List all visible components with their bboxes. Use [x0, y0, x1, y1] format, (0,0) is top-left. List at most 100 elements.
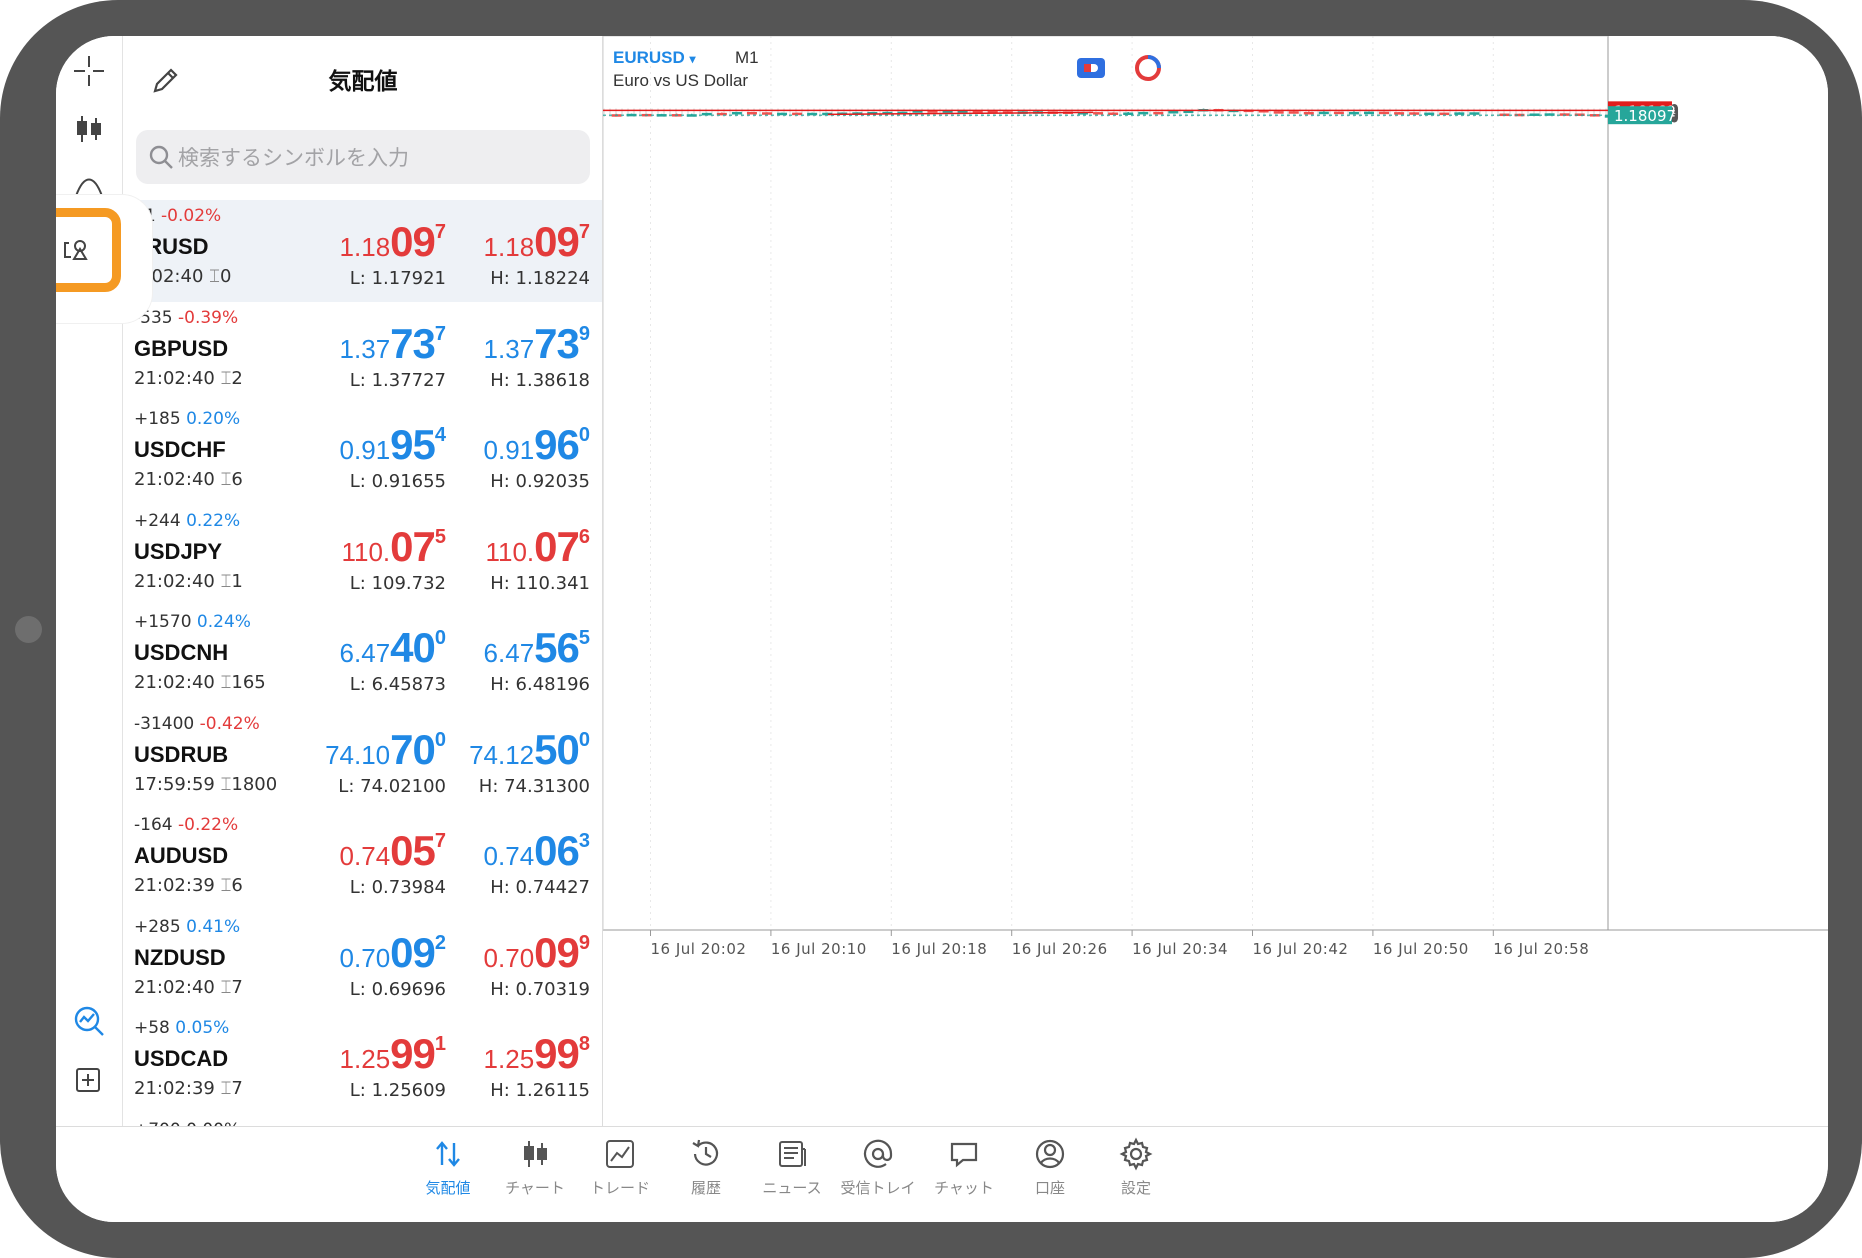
candle-body: [1544, 113, 1555, 116]
crosshair-icon[interactable]: [70, 52, 108, 90]
tab-account[interactable]: 口座: [1005, 1137, 1095, 1217]
ask-price[interactable]: 110.076: [485, 523, 590, 573]
bid-price-major: 6.47: [339, 638, 391, 668]
bid-price[interactable]: 6.47400: [340, 624, 446, 674]
ask-price-major: 1.25: [483, 1044, 535, 1074]
bid-price[interactable]: 110.075: [341, 523, 446, 573]
quote-low: L: 74.02100: [338, 775, 446, 797]
tab-chat[interactable]: チャット: [919, 1137, 1009, 1217]
bid-price[interactable]: 0.70092: [340, 929, 446, 979]
quote-row[interactable]: +185 0.20% USDCHF 21:02:40 ⌶6 0.91954 0.9196…: [124, 403, 602, 505]
candle-body: [1288, 111, 1299, 114]
bid-price-fraction: 7: [434, 830, 446, 852]
ask-price[interactable]: 0.91960: [484, 421, 590, 471]
bid-price-major: 1.18: [339, 232, 391, 262]
candle-body: [1379, 111, 1390, 115]
quote-high: H: 1.26115: [490, 1080, 590, 1101]
quote-row[interactable]: +285 0.41% NZDUSD 21:02:40 ⌶7 0.70092 0.7009…: [124, 911, 602, 1013]
candlestick-chart[interactable]: 1.181801.181701.181601.181501.181401.181…: [603, 36, 1828, 1126]
bar-chart-icon[interactable]: [70, 110, 108, 148]
ask-price-fraction: 9: [578, 322, 590, 345]
ask-price[interactable]: 0.70099: [484, 929, 590, 979]
quote-high: H: 1.38618: [490, 369, 590, 391]
bid-price[interactable]: 1.25991: [340, 1030, 446, 1080]
bid-price-major: 1.25: [339, 1044, 391, 1074]
quote-time-value: 21:02:39: [134, 1078, 221, 1099]
quote-row[interactable]: +244 0.22% USDJPY 21:02:40 ⌶1 110.075 110.07…: [124, 505, 602, 607]
bid-price[interactable]: 0.74057: [340, 827, 446, 877]
tab-label: 気配値: [425, 1179, 471, 1197]
candle-body: [1348, 111, 1359, 115]
quote-change-points: +244: [134, 510, 187, 531]
tab-news[interactable]: ニュース: [747, 1137, 837, 1217]
candle-body: [897, 111, 908, 115]
current-price-label: 1.18097: [1614, 107, 1676, 125]
bid-price-fraction: 0: [434, 728, 446, 751]
objects-icon[interactable]: [56, 208, 121, 292]
time-axis-label: 16 Jul 20:50: [1373, 940, 1469, 958]
quote-row[interactable]: +58 0.05% USDCAD 21:02:39 ⌶7 1.25991 1.25998…: [124, 1012, 602, 1114]
tab-settings[interactable]: 設定: [1091, 1137, 1181, 1217]
objects-button-highlight: [56, 195, 152, 323]
quote-change: +185 0.20%: [134, 409, 240, 429]
symbol-search[interactable]: [136, 130, 590, 186]
chat-icon: [950, 1142, 978, 1168]
quote-change-pct: 0.24%: [196, 612, 251, 632]
quote-row[interactable]: -535 -0.39% GBPUSD 21:02:40 ⌶2 1.37737 1.377…: [124, 302, 602, 404]
spread-icon: ⌶: [220, 672, 232, 693]
quote-time-value: 21:02:40: [134, 367, 221, 389]
time-axis-label: 16 Jul 20:42: [1253, 940, 1349, 958]
ask-price[interactable]: 74.12500: [469, 726, 590, 776]
quote-row[interactable]: -31400 -0.42% USDRUB 17:59:59 ⌶1800 74.1070…: [124, 708, 602, 810]
bid-price[interactable]: 0.91954: [340, 421, 446, 471]
signals-icon[interactable]: [70, 1002, 108, 1040]
ask-price[interactable]: 0.74063: [484, 827, 590, 877]
search-input[interactable]: [176, 130, 580, 186]
add-icon[interactable]: [70, 1060, 108, 1098]
quote-change: +58 0.05%: [134, 1018, 229, 1038]
candle-body: [927, 110, 938, 113]
candle-body: [1318, 111, 1329, 115]
quote-row[interactable]: -164 -0.22% AUDUSD 21:02:39 ⌶6 0.74057 0.740…: [124, 809, 602, 911]
bid-price[interactable]: 1.18097: [340, 218, 446, 268]
tab-quotes[interactable]: 気配値: [403, 1137, 493, 1217]
bid-price-pips: 70: [390, 725, 436, 773]
bid-price[interactable]: 1.37737: [340, 320, 446, 370]
ask-price[interactable]: 1.37739: [484, 320, 590, 370]
ask-price[interactable]: 6.47565: [484, 624, 590, 674]
indicator-icon[interactable]: [70, 168, 108, 206]
tab-history[interactable]: 履歴: [661, 1137, 751, 1217]
quote-symbol: USDJPY: [134, 538, 223, 564]
chart-timeframe[interactable]: M1: [735, 48, 759, 67]
candle-body: [972, 110, 983, 113]
event-icon-blue: [1077, 58, 1105, 78]
spread-icon: ⌶: [220, 1078, 232, 1099]
quote-spread: 165: [231, 672, 266, 693]
tab-mail-at[interactable]: 受信トレイ: [833, 1137, 923, 1217]
quote-change-points: -31400: [134, 713, 200, 734]
quote-change: +700 0.00%: [134, 1120, 240, 1127]
quote-row[interactable]: +1570 0.24% USDCNH 21:02:40 ⌶165 6.47400 6.4…: [124, 606, 602, 708]
tab-trade[interactable]: トレード: [575, 1137, 665, 1217]
trend-line: [827, 111, 1094, 116]
chart-symbol[interactable]: EURUSD ▾: [613, 48, 696, 68]
spread-icon: ⌶: [220, 773, 232, 795]
quote-change: -31400 -0.42%: [134, 714, 260, 734]
tab-chart-candles[interactable]: チャート: [490, 1137, 580, 1217]
candle-body: [1078, 112, 1089, 115]
quote-time-value: 21:02:40: [134, 570, 221, 592]
chart-area[interactable]: 1.181801.181701.181601.181501.181401.181…: [603, 36, 1828, 1126]
bid-price[interactable]: 74.10700: [325, 726, 446, 776]
ask-price[interactable]: 1.25998: [484, 1030, 590, 1080]
ask-price-pips: 56: [534, 624, 580, 671]
candle-body: [1123, 112, 1134, 116]
edit-pencil-icon[interactable]: [150, 64, 182, 96]
bid-price-fraction: 0: [434, 627, 446, 649]
time-axis-label: 16 Jul 20:58: [1493, 940, 1589, 958]
bid-price-major: 74.10: [325, 739, 391, 770]
candle-body: [701, 112, 712, 116]
quotes-header: 気配値: [124, 36, 602, 116]
ask-price[interactable]: 1.18097: [484, 218, 590, 268]
